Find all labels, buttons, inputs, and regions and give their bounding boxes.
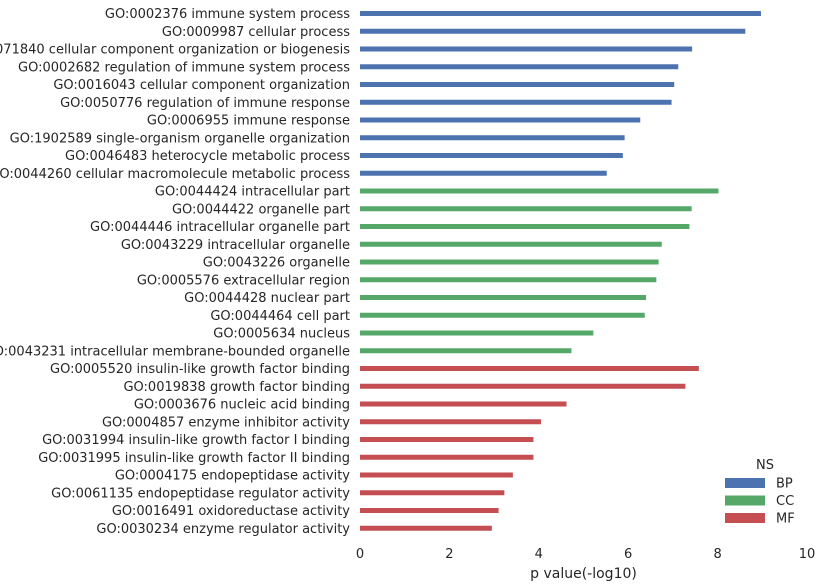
bar-go-0043229 (360, 241, 662, 247)
bar-go-1902589 (360, 135, 625, 141)
bar-go-0071840 (360, 46, 693, 52)
bar-go-0046483 (360, 153, 623, 158)
category-label: GO:0044422 organelle part (172, 202, 350, 217)
category-label: GO:0016043 cellular component organizati… (53, 78, 350, 93)
category-label: GO:0043229 intracellular organelle (121, 238, 350, 253)
category-label: GO:0031994 insulin-like growth factor I … (42, 433, 350, 448)
legend-swatch-cc (725, 495, 765, 506)
category-label: GO:0002682 regulation of immune system p… (18, 60, 350, 75)
bar-go-0044464 (360, 312, 645, 318)
category-label: GO:0009987 cellular process (162, 25, 350, 40)
category-label: GO:0003676 nucleic acid binding (134, 398, 350, 413)
category-label: GO:0044428 nuclear part (184, 291, 350, 306)
category-label: GO:0005520 insulin-like growth factor bi… (50, 362, 350, 377)
bar-go-0019838 (360, 383, 686, 389)
category-label: GO:0046483 heterocycle metabolic process (65, 149, 350, 164)
bar-go-0044446 (360, 224, 690, 229)
legend-title: NS (756, 458, 774, 473)
category-label: GO:0050776 regulation of immune response (60, 96, 350, 111)
category-label: GO:0044260 cellular macromolecule metabo… (0, 167, 350, 182)
legend-label-mf: MF (776, 512, 795, 527)
bar-go-0044260 (360, 170, 607, 176)
bar-go-0006955 (360, 117, 641, 123)
bar-go-0044424 (360, 188, 719, 194)
x-axis-title: p value(-log10) (530, 566, 637, 582)
legend: NS BP CC MF (725, 458, 795, 527)
x-tick-label: 8 (713, 547, 721, 562)
category-label: GO:0005576 extracellular region (137, 273, 350, 288)
category-labels-group: GO:0002376 immune system process GO:00099… (0, 7, 350, 537)
bar-go-0031995 (360, 454, 534, 460)
bar-go-0043231 (360, 348, 572, 354)
category-label: GO:0044464 cell part (210, 309, 350, 324)
x-tick-label: 4 (535, 547, 543, 562)
bar-go-0044428 (360, 295, 647, 300)
legend-label-bp: BP (776, 477, 793, 492)
bars-group (360, 11, 761, 531)
bar-go-0031994 (360, 437, 534, 442)
category-label: GO:0043226 organelle (203, 256, 350, 271)
bar-go-0016491 (360, 508, 499, 513)
bar-go-0004857 (360, 419, 542, 425)
x-tick-label: 0 (356, 547, 364, 562)
x-axis-ticks-group: 0 2 4 6 8 10 (356, 547, 815, 562)
bar-go-0016043 (360, 82, 675, 87)
category-label: GO:0019838 growth factor binding (123, 380, 350, 395)
bar-go-0009987 (360, 28, 746, 34)
category-label: GO:0061135 endopeptidase regulator activ… (51, 486, 350, 501)
legend-swatch-mf (725, 513, 765, 523)
bar-go-0005520 (360, 366, 699, 371)
bar-go-0004175 (360, 472, 513, 478)
category-label: GO:0004175 endopeptidase activity (115, 469, 350, 484)
bar-go-0061135 (360, 490, 505, 496)
category-label: GO:0043231 intracellular membrane-bounde… (0, 344, 350, 359)
category-label: GO:0005634 nucleus (213, 327, 350, 342)
legend-swatch-bp (725, 478, 765, 488)
x-tick-label: 2 (445, 547, 453, 562)
category-label: GO:0004857 enzyme inhibitor activity (102, 415, 350, 430)
category-label: GO:0030234 enzyme regulator activity (96, 522, 350, 537)
bar-go-0043226 (360, 259, 659, 265)
category-label: GO:0006955 immune response (147, 114, 350, 129)
x-tick-label: 6 (624, 547, 632, 562)
category-label: GO:0016491 oxidoreductase activity (112, 504, 350, 519)
category-label: GO:0044424 intracellular part (155, 185, 350, 200)
bar-go-0030234 (360, 525, 492, 531)
bar-go-0005576 (360, 277, 657, 283)
category-label: GO:1902589 single-organism organelle org… (10, 131, 350, 146)
category-label: GO:0071840 cellular component organizati… (0, 43, 350, 58)
bar-go-0005634 (360, 330, 594, 336)
category-label: GO:0044446 intracellular organelle part (90, 220, 350, 235)
bar-go-0003676 (360, 401, 567, 407)
legend-label-cc: CC (776, 494, 794, 509)
bar-go-0044422 (360, 206, 692, 212)
bar-go-0050776 (360, 99, 672, 105)
x-tick-label: 10 (799, 547, 816, 562)
category-label: GO:0002376 immune system process (105, 7, 350, 22)
bar-go-0002376 (360, 11, 761, 16)
category-label: GO:0031995 insulin-like growth factor II… (38, 451, 350, 466)
bar-go-0002682 (360, 64, 679, 70)
